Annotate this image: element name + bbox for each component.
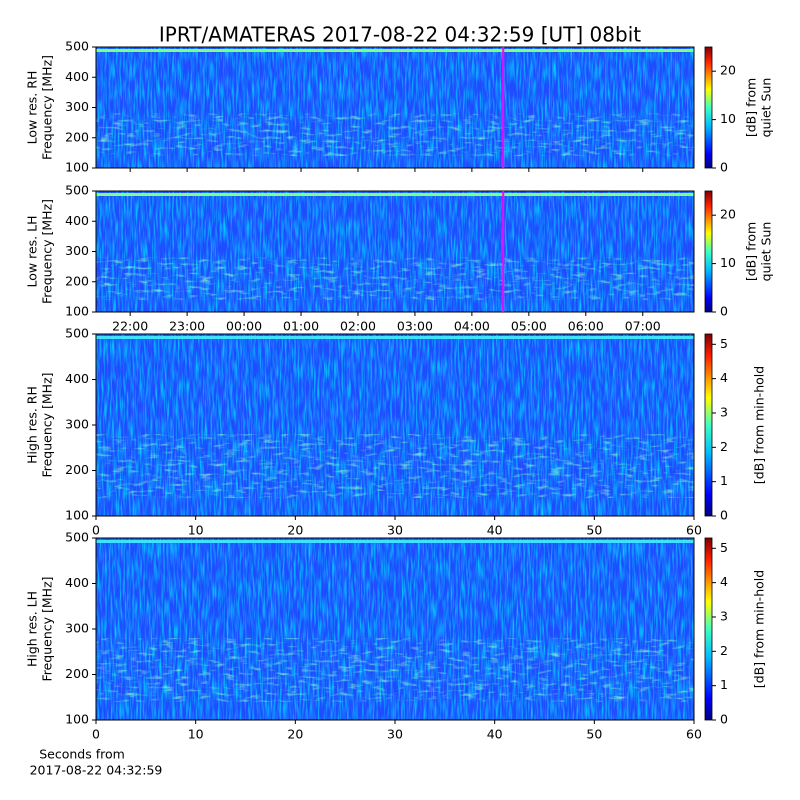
y-tick-label: 500: [65, 183, 89, 198]
colorbar-label: quiet Sun: [759, 78, 774, 138]
colorbar-label: [dB] from: [744, 222, 759, 281]
colorbar-tick-label: 20: [720, 207, 736, 222]
colorbar-tick-label: 5: [720, 540, 728, 555]
x-axis-label: 2017-08-22 04:32:59: [30, 763, 163, 778]
colorbar-tick-label: 1: [720, 677, 728, 692]
colorbar-tick-label: 1: [720, 473, 728, 488]
y-axis-label: Frequency [MHz]: [40, 372, 55, 477]
colorbar-tick-label: 0: [720, 712, 728, 727]
x-tick-label: 00:00: [226, 319, 262, 334]
x-tick-label: 23:00: [169, 319, 205, 334]
colorbar-tick-label: 0: [720, 508, 728, 523]
x-tick-label: 50: [586, 727, 602, 742]
y-tick-label: 400: [65, 69, 89, 84]
y-axis-label: Frequency [MHz]: [40, 55, 55, 160]
x-tick-label: 02:00: [340, 319, 376, 334]
figure-title: IPRT/AMATERAS 2017-08-22 04:32:59 [UT] 0…: [159, 23, 641, 47]
x-tick-label: 60: [686, 727, 702, 742]
spectrogram-emission: [96, 638, 694, 702]
x-tick-label: 20: [287, 727, 303, 742]
colorbar: [704, 333, 713, 517]
colorbar-tick-label: 2: [720, 439, 728, 454]
x-tick-label: 04:00: [454, 319, 490, 334]
y-tick-label: 400: [65, 371, 89, 386]
x-tick-label: 07:00: [625, 319, 661, 334]
colorbar-tick-label: 5: [720, 336, 728, 351]
colorbar: [704, 46, 713, 169]
colorbar-tick-label: 0: [720, 160, 728, 175]
y-tick-label: 500: [65, 39, 89, 54]
spectrogram-top-band: [96, 193, 694, 196]
spectrogram-top-band: [96, 540, 694, 543]
colorbar-tick-label: 3: [720, 608, 728, 623]
y-tick-label: 300: [65, 621, 89, 636]
x-tick-label: 20: [287, 523, 303, 538]
y-axis-label: Frequency [MHz]: [40, 199, 55, 304]
spectrogram-top-band: [96, 336, 694, 339]
colorbar-label: [dB] from min-hold: [752, 366, 767, 484]
colorbar: [704, 190, 713, 313]
y-axis-label: Low res. LH: [25, 216, 40, 288]
y-tick-label: 200: [65, 666, 89, 681]
x-tick-label: 40: [487, 523, 503, 538]
x-axis-label: Seconds from: [39, 747, 125, 762]
y-tick-label: 100: [65, 712, 89, 727]
spectrogram-emission: [96, 257, 694, 300]
y-axis-label: High res. LH: [25, 591, 40, 667]
y-tick-label: 300: [65, 243, 89, 258]
x-tick-label: 03:00: [397, 319, 433, 334]
colorbar-tick-label: 0: [720, 304, 728, 319]
y-tick-label: 200: [65, 129, 89, 144]
y-tick-label: 100: [65, 508, 89, 523]
spectrogram-top-band: [96, 49, 694, 52]
y-axis-label: Low res. RH: [25, 71, 40, 145]
spectrogram-emission: [96, 113, 694, 156]
y-tick-label: 100: [65, 304, 89, 319]
colorbar-tick-label: 3: [720, 404, 728, 419]
y-tick-label: 400: [65, 213, 89, 228]
x-tick-label: 0: [92, 727, 100, 742]
spectrogram-emission: [96, 434, 694, 498]
y-tick-label: 100: [65, 160, 89, 175]
y-tick-label: 200: [65, 462, 89, 477]
colorbar-tick-label: 10: [720, 255, 736, 270]
y-tick-label: 500: [65, 326, 89, 341]
y-tick-label: 400: [65, 575, 89, 590]
colorbar-tick-label: 20: [720, 63, 736, 78]
y-tick-label: 500: [65, 530, 89, 545]
x-tick-label: 50: [586, 523, 602, 538]
colorbar-label: [dB] from: [744, 78, 759, 137]
y-tick-label: 300: [65, 99, 89, 114]
colorbar-label: quiet Sun: [759, 222, 774, 282]
x-tick-label: 0: [92, 523, 100, 538]
x-tick-label: 30: [387, 727, 403, 742]
colorbar-label: [dB] from min-hold: [752, 570, 767, 688]
x-tick-label: 40: [487, 727, 503, 742]
colorbar-tick-label: 10: [720, 111, 736, 126]
colorbar-tick-label: 4: [720, 370, 728, 385]
y-tick-label: 300: [65, 417, 89, 432]
colorbar-tick-label: 2: [720, 643, 728, 658]
y-axis-label: High res. RH: [25, 386, 40, 464]
x-tick-label: 10: [188, 727, 204, 742]
x-tick-label: 05:00: [511, 319, 547, 334]
colorbar: [704, 537, 713, 721]
x-tick-label: 22:00: [112, 319, 148, 334]
y-axis-label: Frequency [MHz]: [40, 576, 55, 681]
x-tick-label: 30: [387, 523, 403, 538]
x-tick-label: 01:00: [283, 319, 319, 334]
x-tick-label: 10: [188, 523, 204, 538]
colorbar-tick-label: 4: [720, 574, 728, 589]
y-tick-label: 200: [65, 273, 89, 288]
x-tick-label: 60: [686, 523, 702, 538]
x-tick-label: 06:00: [568, 319, 604, 334]
